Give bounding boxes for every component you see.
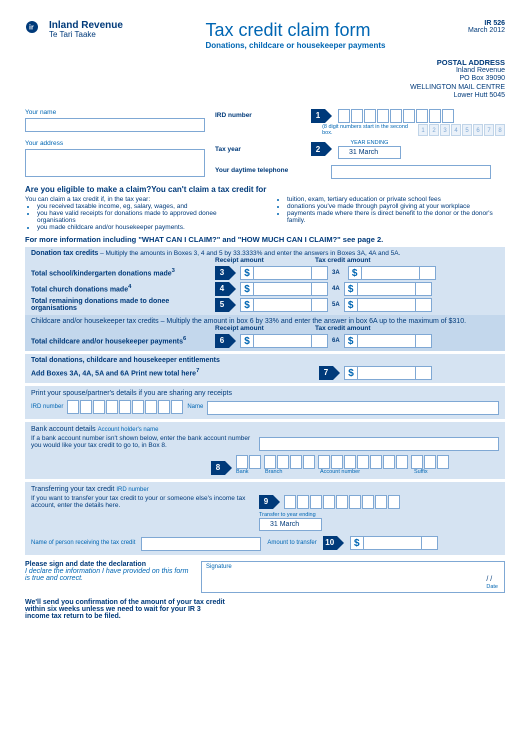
account-holder-input[interactable] [259, 437, 499, 451]
more-info-line: For more information including "WHAT CAN… [25, 235, 505, 244]
account-num-input[interactable] [318, 455, 408, 469]
box7-input[interactable]: $ [344, 366, 432, 380]
ird-input[interactable] [338, 109, 454, 123]
transfer-band: Transferring your tax credit IRD number … [25, 482, 505, 555]
box5-input[interactable]: $ [240, 298, 328, 312]
donation-heading: Donation tax credits [31, 250, 98, 257]
col-credit: Tax credit amount [315, 257, 411, 264]
box4-input[interactable]: $ [240, 282, 328, 296]
transfer-name-input[interactable] [141, 537, 261, 551]
postal-line: Inland Revenue [25, 67, 505, 75]
form-title: Tax credit claim form Donations, childca… [205, 20, 385, 50]
suffix-input[interactable] [411, 455, 449, 469]
elig-item: you made childcare and/or housekeeper pa… [37, 224, 255, 231]
box6-input[interactable]: $ [240, 334, 328, 348]
decl-heading: Please sign and date the declaration [25, 561, 195, 568]
spouse-band: Print your spouse/partner's details if y… [25, 386, 505, 419]
phone-input[interactable] [331, 165, 491, 179]
logo: ir Inland Revenue Te Tari Taake [25, 20, 123, 50]
box5a-input[interactable]: $ [344, 298, 432, 312]
title-sub: Donations, childcare or housekeeper paym… [205, 41, 385, 50]
totals-row-7: Add Boxes 3A, 4A, 5A and 6A Print new to… [31, 366, 499, 380]
postal-line: WELLINGTON MAIL CENTRE [25, 84, 505, 92]
box6a-input[interactable]: $ [344, 334, 432, 348]
eligibility-heading: Are you eligible to make a claim?You can… [25, 185, 505, 194]
box-2-tag: 2 [311, 142, 332, 156]
year-ending-box[interactable]: 31 March [338, 146, 401, 159]
name-label: Your name [25, 109, 205, 116]
address-input[interactable] [25, 149, 205, 177]
box4a-input[interactable]: $ [344, 282, 432, 296]
bank-code-input[interactable] [236, 455, 261, 469]
donation-row-3: Total school/kindergarten donations made… [31, 266, 499, 280]
elig-item: you received taxable income, eg, salary,… [37, 203, 255, 210]
childcare-row-6: Total childcare and/or housekeeper payme… [31, 334, 499, 348]
elig-item: donations you've made through payroll gi… [287, 203, 505, 210]
signature-box[interactable]: Signature / /Date [201, 561, 505, 593]
postal-address: POSTAL ADDRESS Inland Revenue PO Box 390… [25, 58, 505, 101]
elig-item: payments made where there is direct bene… [287, 210, 505, 224]
ird-label: IRD number [215, 112, 305, 119]
ir-logo-icon: ir [25, 20, 45, 40]
ird-hint: (8 digit numbers start in the second box… [322, 124, 412, 136]
box-1-tag: 1 [311, 109, 332, 123]
transfer-ird-input[interactable] [284, 495, 400, 509]
box3-input[interactable]: $ [240, 266, 328, 280]
box3a-input[interactable]: $ [348, 266, 436, 280]
postal-line: Lower Hutt 5045 [25, 92, 505, 100]
transfer-year-box[interactable]: 31 March [259, 518, 322, 531]
spouse-name-input[interactable] [207, 401, 499, 415]
title-main: Tax credit claim form [205, 20, 385, 41]
box10-input[interactable]: $ [350, 536, 438, 550]
donation-band: Donation tax credits – Multiply the amou… [25, 247, 505, 315]
form-code: IR 526 [468, 20, 505, 27]
footer-text: We'll send you confirmation of the amoun… [25, 599, 225, 620]
elig-item: you have valid receipts for donations ma… [37, 210, 255, 224]
totals-band: Total donations, childcare and housekeep… [25, 354, 505, 383]
branch-code-input[interactable] [264, 455, 315, 469]
elig-intro: You can claim a tax credit if, in the ta… [25, 196, 255, 203]
elig-item: tuition, exam, tertiary education or pri… [287, 196, 505, 203]
taxyear-label: Tax year [215, 146, 305, 153]
decl-text: I declare the information I have provide… [25, 568, 195, 582]
declaration-row: Please sign and date the declaration I d… [25, 561, 505, 593]
childcare-band: Childcare and/or housekeeper tax credits… [25, 315, 505, 351]
logo-line2: Te Tari Taake [49, 31, 123, 40]
name-input[interactable] [25, 118, 205, 132]
donation-row-4: Total church donations made4 4 $ 4A $ [31, 282, 499, 296]
form-meta: IR 526 March 2012 [468, 20, 505, 50]
address-label: Your address [25, 140, 205, 147]
phone-label: Your daytime telephone [215, 167, 325, 174]
ird-sample: 12345678 [418, 124, 505, 136]
postal-line: PO Box 39090 [25, 75, 505, 83]
eligibility-block: You can claim a tax credit if, in the ta… [25, 196, 505, 231]
donation-row-5: Total remaining donations made to donee … [31, 298, 499, 312]
spouse-ird-input[interactable] [67, 400, 183, 414]
postal-heading: POSTAL ADDRESS [25, 58, 505, 67]
col-receipt: Receipt amount [215, 257, 311, 264]
form-date: March 2012 [468, 27, 505, 34]
bank-band: Bank account details Account holder's na… [25, 422, 505, 479]
svg-text:ir: ir [29, 25, 34, 32]
